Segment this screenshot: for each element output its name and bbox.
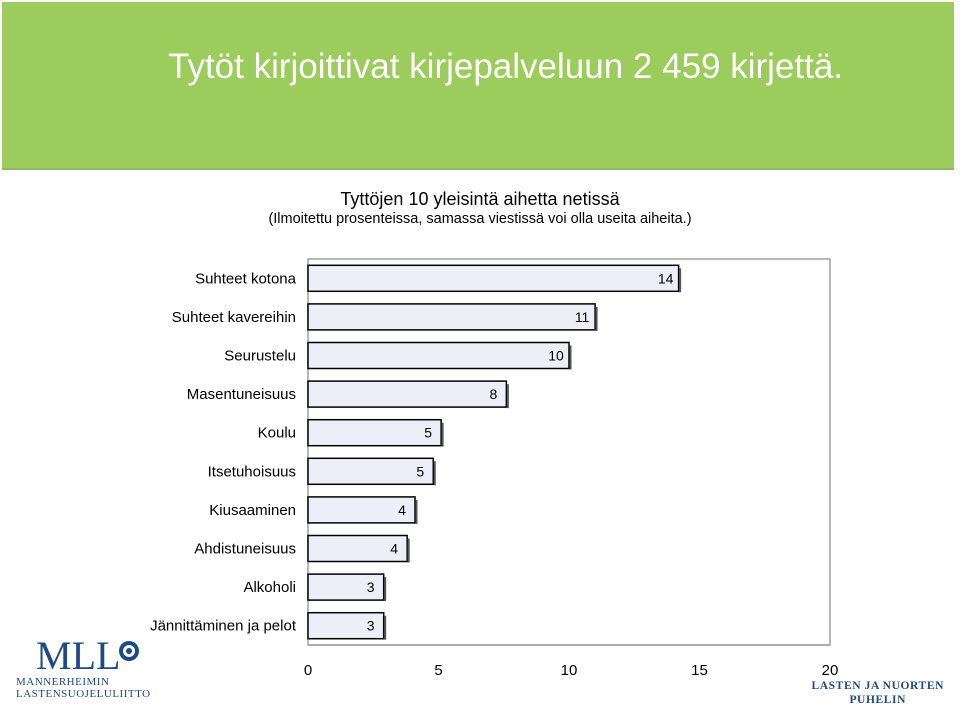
category-label: Kiusaaminen: [209, 502, 296, 519]
bar: [307, 418, 442, 447]
category-label: Jännittäminen ja pelot: [150, 618, 297, 635]
data-label: 10: [548, 348, 564, 364]
x-tick-label: 5: [434, 662, 442, 679]
bar: [307, 264, 680, 293]
category-label: Masentuneisuus: [187, 386, 296, 403]
category-label: Suhteet kotona: [195, 270, 297, 287]
bar: [307, 341, 570, 370]
category-label: Koulu: [258, 425, 296, 442]
bar: [307, 573, 385, 601]
mll-logo-name: MANNERHEIMIN LASTENSUOJELULIITTO: [16, 676, 151, 700]
mll-seal-icon: [119, 641, 139, 661]
mll-logo-line1: MANNERHEIMIN: [16, 676, 110, 688]
category-label: Alkoholi: [243, 579, 296, 596]
slide-title: Tytöt kirjoittivat kirjepalveluun 2 459 …: [168, 47, 844, 86]
category-label: Ahdistuneisuus: [194, 541, 296, 558]
data-label: 5: [416, 463, 424, 479]
category-label: Seurustelu: [224, 348, 296, 365]
data-label: 14: [658, 270, 674, 286]
data-label: 11: [575, 309, 590, 325]
data-label: 3: [367, 618, 375, 634]
phone-logo-line1: LASTEN JA NUORTEN: [811, 680, 944, 692]
chart-subtitle: (Ilmoitettu prosenteissa, samassa viesti…: [268, 211, 692, 227]
data-label: 3: [367, 579, 375, 595]
title-banner: Tytöt kirjoittivat kirjepalveluun 2 459 …: [2, 2, 954, 170]
data-label: 4: [398, 502, 406, 518]
phone-logo: LASTEN JA NUORTEN PUHELIN: [812, 679, 945, 707]
bar: [307, 457, 435, 486]
x-tick-label: 20: [822, 662, 839, 679]
phone-logo-line2: PUHELIN: [849, 694, 907, 706]
bar: [307, 611, 385, 640]
bar: [307, 380, 508, 408]
data-label: 8: [489, 386, 497, 402]
chart-title: Tyttöjen 10 yleisintä aihetta netissä: [340, 189, 620, 209]
data-label: 4: [390, 541, 398, 557]
category-label: Itsetuhoisuus: [208, 463, 296, 480]
x-tick-label: 10: [561, 662, 578, 679]
x-tick-label: 15: [691, 662, 708, 679]
mll-logo-line2: LASTENSUOJELULIITTO: [16, 688, 151, 700]
bar: [307, 303, 596, 331]
bar: [307, 496, 416, 524]
bar: [307, 534, 408, 563]
mll-logo-abbrev: MLL: [36, 633, 121, 678]
data-label: 5: [424, 425, 432, 441]
category-label: Suhteet kavereihin: [172, 309, 296, 326]
x-tick-label: 0: [304, 662, 312, 679]
